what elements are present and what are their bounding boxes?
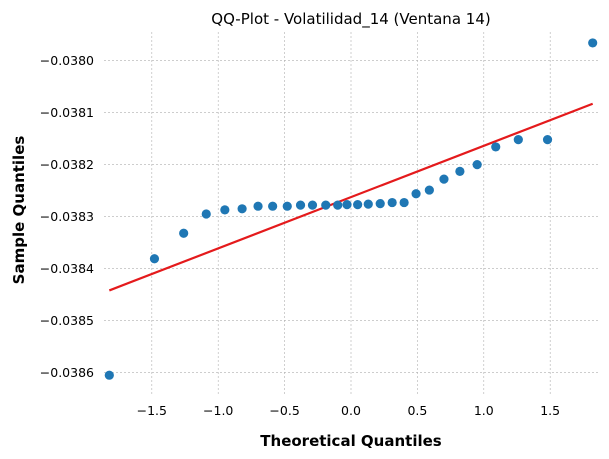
y-tick-label: −0.0384 [40,261,94,276]
data-point [179,228,189,238]
x-tick-label: 1.5 [540,403,560,418]
data-point [455,166,465,176]
data-point [439,174,449,184]
data-point [411,189,421,199]
data-point [253,201,263,211]
data-point [268,201,278,211]
reference-line-layer [108,102,594,292]
y-tick-label: −0.0386 [40,365,94,380]
y-ticks: −0.0386 −0.0385 −0.0384 −0.0383 −0.0382 −0.03… [40,53,94,380]
x-tick-label: −1.0 [203,403,233,418]
data-point [472,160,482,170]
data-point [353,200,363,210]
data-point [588,38,598,48]
x-tick-label: 0.0 [341,403,361,418]
data-point [307,200,318,210]
data-point [104,370,114,380]
data-point [375,199,385,209]
data-point [513,135,523,145]
points-layer [104,38,598,380]
data-point [149,254,160,264]
reference-line [108,102,594,292]
data-point [321,200,331,210]
x-tick-label: 1.0 [474,403,494,418]
y-tick-label: −0.0385 [40,313,94,328]
x-tick-label: 0.5 [407,403,427,418]
y-tick-label: −0.0380 [40,53,94,68]
data-point [282,201,292,211]
x-tick-label: −0.5 [269,403,299,418]
data-point [387,197,397,208]
data-point [333,200,343,210]
data-point [363,199,373,209]
data-point [399,197,409,208]
data-point [201,209,211,219]
y-tick-label: −0.0382 [40,157,94,172]
chart-title: QQ-Plot - Volatilidad_14 (Ventana 14) [211,10,490,29]
x-tick-label: −1.5 [137,403,167,418]
grid-layer [104,32,598,396]
data-point [295,200,306,210]
data-point [491,142,501,152]
y-axis-label: Sample Quantiles [10,136,28,285]
data-point [542,135,553,145]
data-point [424,185,434,195]
data-point [237,204,247,214]
data-point [220,205,230,215]
x-ticks: −1.5 −1.0 −0.5 0.0 0.5 1.0 1.5 [137,403,561,418]
data-point [342,200,352,210]
x-axis-label: Theoretical Quantiles [260,432,442,450]
y-tick-label: −0.0381 [40,105,94,120]
y-tick-label: −0.0383 [40,209,94,224]
